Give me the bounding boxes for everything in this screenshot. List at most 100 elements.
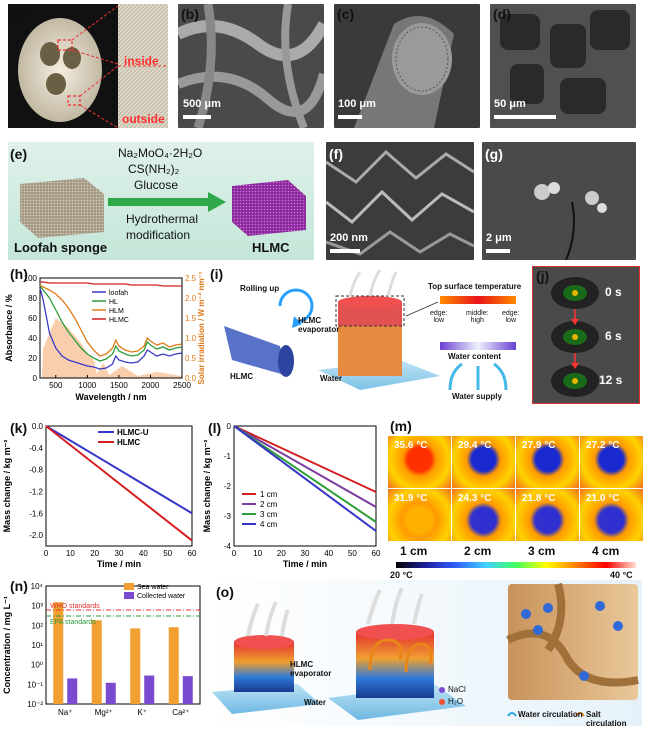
x-tick-label: 2000 — [142, 381, 160, 390]
thermal-image: 29.4 °C — [452, 436, 515, 488]
legend-label: Collected water — [137, 593, 186, 600]
series-line — [233, 425, 377, 508]
x-tick-label: 2500 — [173, 381, 191, 390]
y-tick-label: 40 — [28, 334, 37, 343]
panel-label-n: (n) — [10, 578, 28, 594]
y2-tick-label: 0.5 — [185, 354, 197, 363]
y-tick-label: -4 — [224, 542, 232, 551]
y-tick-label: 20 — [28, 354, 37, 363]
x-tick-label: Na⁺ — [58, 708, 72, 717]
bar-sea-water — [130, 628, 141, 704]
water-label-o: Water — [304, 698, 326, 707]
thermal-image: 31.9 °C — [388, 489, 451, 541]
y-tick-label: -2.0 — [29, 531, 43, 540]
x-tick-label: 1000 — [78, 381, 96, 390]
panel-label-m: (m) — [390, 418, 412, 434]
water-supply-label: Water supply — [452, 392, 502, 401]
x-tick-label: 0 — [232, 549, 237, 558]
x-tick-label: 30 — [301, 549, 310, 558]
middle-high: middle: high — [466, 310, 489, 324]
x-axis-label: Wavelength / nm — [75, 392, 146, 402]
sem-image-g — [482, 142, 636, 260]
x-axis-label: Time / min — [283, 559, 327, 568]
legend-label: 3 cm — [260, 510, 278, 519]
reagent-1: Na₂MoO₄·2H₂O — [118, 146, 203, 160]
hlmc-evaporator-label-i: HLMC evaporator — [298, 316, 340, 334]
y-tick-label: -3 — [224, 512, 232, 521]
legend-label: HLMC — [117, 438, 140, 447]
time-0s: 0 s — [605, 285, 622, 299]
thermal-image: 21.0 °C — [580, 489, 643, 541]
bar-sea-water — [91, 620, 102, 704]
y2-tick-label: 1.0 — [185, 334, 197, 343]
bar-collected-water — [144, 675, 155, 704]
thermal-image: 27.2 °C — [580, 436, 643, 488]
colorbar-min: 20 °C — [390, 570, 413, 580]
y-tick-label: -2 — [224, 482, 232, 491]
y2-tick-label: 1.5 — [185, 314, 197, 323]
bar-collected-water — [67, 678, 78, 704]
y-tick-label: 60 — [28, 314, 37, 323]
x-tick-label: 20 — [277, 549, 286, 558]
column-label: 1 cm — [400, 544, 428, 558]
y-tick-label: 0 — [227, 422, 232, 431]
series-line — [233, 425, 377, 532]
x-tick-label: 1500 — [110, 381, 128, 390]
edge-low-right: edge: low — [502, 310, 520, 324]
bar-collected-water — [105, 682, 116, 704]
y-tick-label: 10³ — [31, 602, 43, 611]
reagent-3: Glucose — [134, 178, 179, 192]
plot-frame — [45, 425, 193, 547]
temperature-readout: 21.8 °C — [522, 493, 556, 504]
x-tick-label: 30 — [115, 549, 124, 558]
series-line-hlmc — [45, 425, 193, 542]
process-2: modification — [126, 228, 191, 242]
colorbar — [396, 562, 636, 568]
scale-label-f: 200 nm — [330, 232, 368, 244]
top-surface-temp-label: Top surface temperature — [428, 282, 522, 291]
series-line-hlmc — [40, 281, 182, 287]
series-line — [233, 425, 377, 523]
temperature-readout: 29.4 °C — [458, 440, 492, 451]
water-label-i: Water — [320, 374, 342, 383]
scale-bar-f — [330, 249, 360, 253]
panel-a: inside outside — [8, 4, 168, 129]
series-line-hl — [39, 285, 183, 362]
y-tick-label: -1 — [224, 452, 232, 461]
panel-label-f: (f) — [329, 146, 343, 162]
legend-label: HLMC-U — [117, 428, 149, 437]
panel-label-e: (e) — [10, 146, 28, 162]
salt-circulation-legend: Salt circulation — [586, 710, 627, 728]
panel-label-k: (k) — [10, 420, 28, 436]
panel-label-j: (j) — [536, 268, 550, 284]
x-tick-label: 10 — [66, 549, 75, 558]
y-tick-label: 10² — [31, 621, 43, 630]
legend-swatch — [124, 592, 134, 599]
epa-label: EPA standards — [50, 619, 96, 626]
thermal-image: 27.9 °C — [516, 436, 579, 488]
bar-sea-water — [168, 627, 179, 704]
y2-tick-label: 2.0 — [185, 294, 197, 303]
inside-label: inside — [124, 54, 159, 68]
thermal-image: 21.8 °C — [516, 489, 579, 541]
panel-label-d: (d) — [493, 6, 511, 22]
x-tick-label: K⁺ — [137, 708, 147, 717]
panel-label-l: (l) — [208, 420, 222, 436]
y-tick-label: -0.8 — [29, 466, 43, 475]
y2-tick-label: 2.5 — [185, 274, 197, 283]
loofah-photo — [18, 4, 168, 129]
y-tick-label: 10⁰ — [31, 661, 43, 670]
legend-label: Sea water — [137, 584, 169, 591]
x-tick-label: Ca²⁺ — [172, 708, 189, 717]
time-6s: 6 s — [605, 329, 622, 343]
x-tick-label: 10 — [253, 549, 262, 558]
water-content-label: Water content — [448, 352, 502, 361]
column-label: 4 cm — [592, 544, 620, 558]
y-tick-label: 0 — [33, 374, 38, 383]
y-tick-label: -1.6 — [29, 509, 43, 518]
legend-label: 2 cm — [260, 500, 278, 509]
reagent-2: CS(NH₂)₂ — [128, 162, 180, 176]
series-line — [233, 425, 377, 493]
column-label: 3 cm — [528, 544, 556, 558]
y-tick-label: 10⁴ — [31, 582, 44, 591]
